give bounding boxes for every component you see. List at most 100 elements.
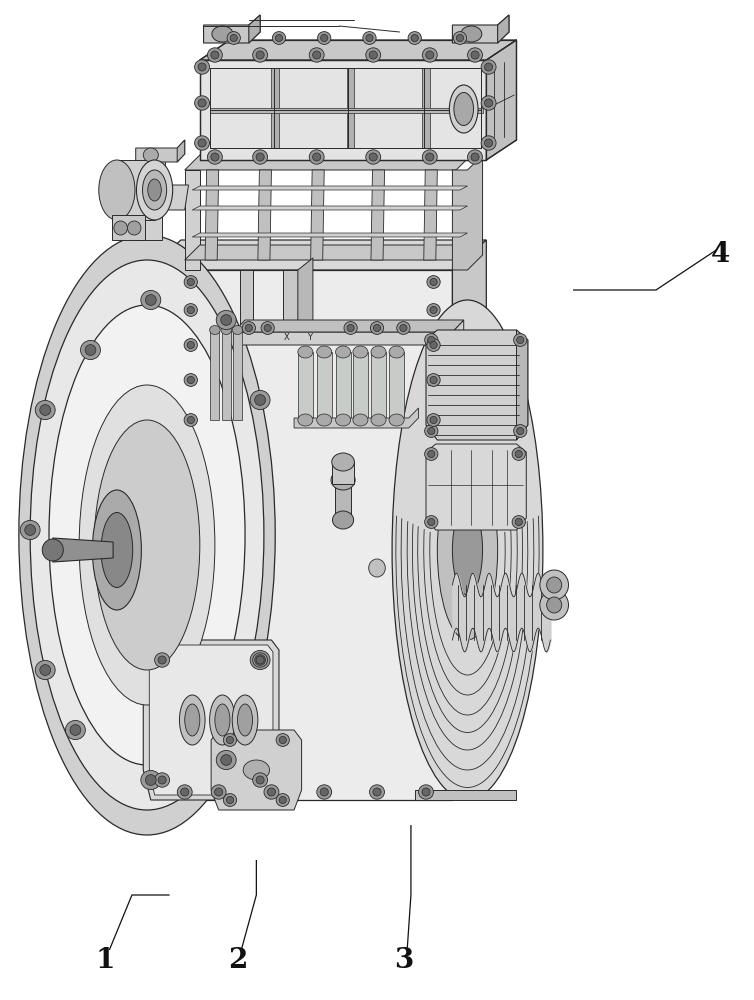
Ellipse shape: [427, 304, 440, 316]
Polygon shape: [353, 352, 368, 420]
Ellipse shape: [232, 326, 243, 334]
Ellipse shape: [256, 776, 264, 784]
Ellipse shape: [389, 414, 404, 426]
Ellipse shape: [428, 518, 435, 526]
Ellipse shape: [179, 695, 205, 745]
Ellipse shape: [256, 656, 264, 664]
Ellipse shape: [456, 34, 464, 42]
Polygon shape: [204, 15, 260, 43]
Ellipse shape: [85, 345, 96, 355]
Polygon shape: [192, 233, 467, 237]
Ellipse shape: [242, 322, 256, 334]
Ellipse shape: [336, 346, 351, 358]
Ellipse shape: [127, 221, 141, 235]
Ellipse shape: [49, 305, 245, 765]
Ellipse shape: [408, 32, 421, 44]
Polygon shape: [516, 330, 528, 440]
Ellipse shape: [276, 794, 290, 806]
Ellipse shape: [373, 788, 381, 796]
Ellipse shape: [428, 450, 435, 458]
Ellipse shape: [40, 665, 51, 675]
Polygon shape: [210, 108, 483, 113]
Ellipse shape: [279, 736, 287, 744]
Ellipse shape: [467, 150, 483, 164]
Ellipse shape: [212, 26, 233, 42]
Ellipse shape: [317, 785, 332, 799]
Ellipse shape: [481, 136, 496, 150]
Polygon shape: [294, 408, 418, 428]
Ellipse shape: [425, 516, 438, 528]
Ellipse shape: [344, 322, 357, 334]
Ellipse shape: [148, 179, 161, 201]
Ellipse shape: [136, 160, 173, 220]
Ellipse shape: [114, 221, 127, 235]
Ellipse shape: [425, 448, 438, 460]
Ellipse shape: [272, 32, 286, 44]
Ellipse shape: [371, 346, 386, 358]
Ellipse shape: [363, 32, 376, 44]
Ellipse shape: [141, 770, 161, 790]
Ellipse shape: [313, 153, 320, 161]
Polygon shape: [424, 170, 437, 260]
Ellipse shape: [481, 96, 496, 110]
Ellipse shape: [353, 346, 368, 358]
Ellipse shape: [516, 336, 524, 344]
Ellipse shape: [184, 304, 198, 316]
Ellipse shape: [298, 414, 313, 426]
Ellipse shape: [547, 577, 562, 593]
Polygon shape: [452, 240, 486, 800]
Ellipse shape: [187, 376, 195, 384]
Ellipse shape: [516, 427, 524, 435]
Ellipse shape: [226, 796, 234, 804]
Ellipse shape: [238, 704, 253, 736]
Ellipse shape: [79, 385, 215, 705]
Ellipse shape: [155, 653, 170, 667]
Polygon shape: [298, 352, 313, 420]
Ellipse shape: [253, 150, 268, 164]
Polygon shape: [147, 185, 188, 210]
Ellipse shape: [210, 326, 220, 334]
Ellipse shape: [540, 570, 569, 600]
Ellipse shape: [158, 776, 166, 784]
Ellipse shape: [207, 48, 222, 62]
Polygon shape: [211, 730, 302, 810]
Ellipse shape: [187, 416, 195, 424]
Ellipse shape: [426, 51, 434, 59]
Ellipse shape: [366, 150, 381, 164]
Polygon shape: [452, 155, 483, 270]
Polygon shape: [177, 140, 185, 162]
Polygon shape: [335, 480, 351, 520]
Ellipse shape: [485, 139, 492, 147]
Ellipse shape: [20, 520, 40, 540]
Ellipse shape: [512, 516, 526, 528]
Ellipse shape: [333, 511, 354, 529]
Ellipse shape: [392, 300, 543, 800]
Ellipse shape: [369, 559, 385, 577]
Ellipse shape: [452, 505, 483, 595]
Ellipse shape: [264, 324, 271, 332]
Ellipse shape: [430, 278, 437, 286]
Ellipse shape: [221, 755, 231, 765]
Ellipse shape: [425, 425, 438, 437]
Ellipse shape: [40, 405, 51, 415]
Polygon shape: [271, 68, 279, 148]
Ellipse shape: [101, 512, 133, 587]
Ellipse shape: [211, 785, 226, 799]
Text: 3: 3: [394, 946, 413, 974]
Ellipse shape: [332, 453, 354, 471]
Polygon shape: [210, 330, 219, 420]
Ellipse shape: [187, 306, 195, 314]
Polygon shape: [426, 444, 526, 530]
Ellipse shape: [181, 788, 188, 796]
Polygon shape: [117, 160, 155, 220]
Polygon shape: [185, 155, 471, 170]
Polygon shape: [136, 140, 185, 162]
Ellipse shape: [471, 153, 479, 161]
Polygon shape: [415, 790, 516, 800]
Ellipse shape: [210, 695, 235, 745]
Ellipse shape: [515, 450, 523, 458]
Ellipse shape: [422, 788, 430, 796]
Polygon shape: [452, 15, 509, 43]
Ellipse shape: [146, 775, 156, 785]
Polygon shape: [132, 160, 166, 200]
